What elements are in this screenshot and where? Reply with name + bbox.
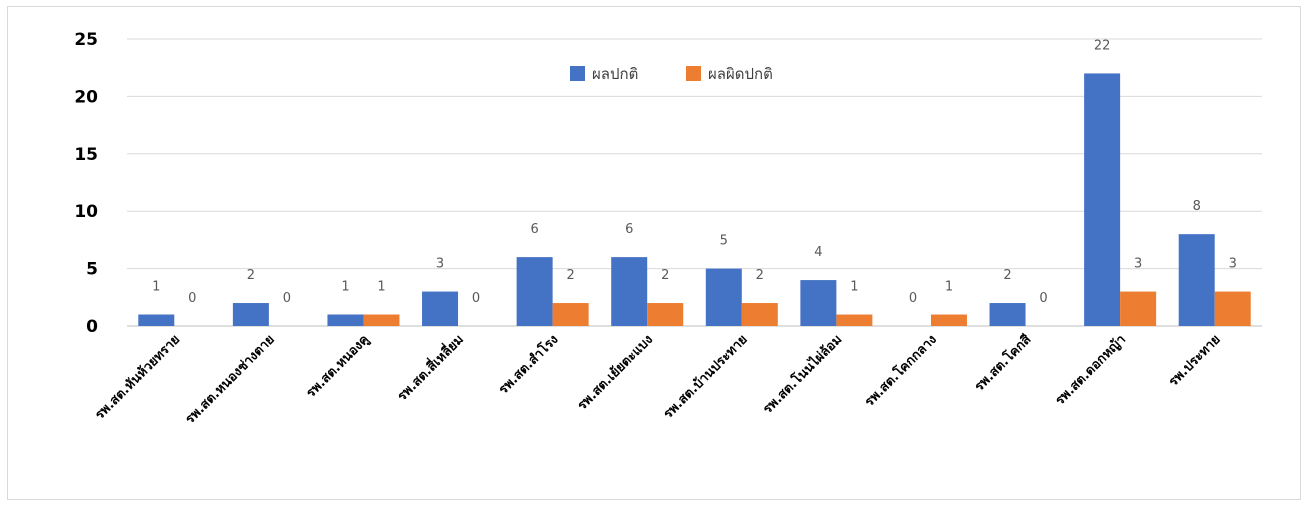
x-tick-label: รพ.สต.เย้ยตะแบง — [574, 332, 656, 414]
data-label: 4 — [814, 245, 822, 260]
y-tick-label: 0 — [86, 317, 98, 337]
data-label: 1 — [945, 280, 953, 295]
data-label: 1 — [152, 280, 160, 295]
data-label: 1 — [341, 280, 349, 295]
y-tick-label: 10 — [74, 202, 98, 222]
bar-abnormal — [1214, 291, 1251, 326]
data-label: 2 — [1003, 268, 1011, 283]
x-tick-label: รพ.สต.บ้านประทาย — [660, 332, 750, 422]
data-label: 3 — [436, 257, 444, 272]
bar-normal — [1084, 73, 1121, 326]
x-tick-label: รพ.สต.หนองช่างตาย — [183, 332, 278, 427]
x-tick-label: รพ.สต.โนนไผ่ล้อม — [759, 331, 845, 417]
data-label: 6 — [530, 222, 538, 237]
data-label: 22 — [1094, 38, 1111, 53]
x-axis-ticks: รพ.สต.หันห้วยทราย รพ.สต.หนองช่างตาย รพ.สต.… — [92, 330, 1224, 427]
bar-normal — [232, 303, 269, 326]
x-tick-label: รพ.สต.หนองคู — [304, 332, 373, 401]
bar-abnormal — [647, 303, 684, 326]
x-tick-label: รพ.สต.สำโรง — [495, 331, 562, 398]
data-label: 5 — [720, 234, 728, 249]
x-tick-label: รพ.สต.หันห้วยทราย — [92, 332, 183, 423]
data-label: 0 — [283, 291, 291, 306]
data-label: 0 — [188, 291, 196, 306]
data-label: 2 — [756, 268, 764, 283]
y-tick-label: 15 — [74, 145, 98, 165]
y-tick-label: 5 — [86, 260, 98, 280]
y-tick-label: 20 — [74, 87, 98, 107]
bar-normal — [327, 314, 364, 326]
x-tick-label: รพ.สต.สี่เหลี่ยม — [393, 330, 467, 404]
bar-normal — [800, 280, 837, 326]
legend-swatch — [570, 66, 585, 81]
data-labels: 1 0 2 0 1 1 3 0 6 2 6 2 5 2 4 1 0 1 2 0 22 3 8 3 — [152, 38, 1237, 306]
bar-normal — [1178, 234, 1215, 326]
gridlines — [127, 38, 1262, 327]
bar-normal — [516, 257, 553, 326]
bar-normal — [422, 291, 459, 326]
bar-abnormal — [363, 314, 400, 326]
bar-normal — [611, 257, 648, 326]
legend-label: ผลผิดปกติ — [708, 65, 773, 83]
legend-label: ผลปกติ — [592, 65, 638, 83]
legend: ผลปกติ ผลผิดปกติ — [570, 65, 773, 83]
data-label: 1 — [850, 280, 858, 295]
bars — [138, 73, 1251, 326]
data-label: 0 — [1039, 291, 1047, 306]
data-label: 6 — [625, 222, 633, 237]
x-tick-label: รพ.สต.ดอกหญ้า — [1052, 332, 1129, 409]
x-tick-label: รพ.สต.โคกกลาง — [861, 331, 940, 410]
data-label: 2 — [661, 268, 669, 283]
bar-abnormal — [1120, 291, 1157, 326]
data-label: 2 — [247, 268, 255, 283]
data-label: 0 — [472, 291, 480, 306]
legend-swatch — [686, 66, 701, 81]
data-label: 3 — [1229, 257, 1237, 272]
bar-abnormal — [741, 303, 778, 326]
data-label: 2 — [566, 268, 574, 283]
bar-abnormal — [836, 314, 873, 326]
bar-abnormal — [552, 303, 589, 326]
data-label: 1 — [377, 280, 385, 295]
bar-normal — [705, 268, 742, 326]
x-tick-label: รพ.ประทาย — [1166, 332, 1223, 389]
bar-normal — [989, 303, 1026, 326]
bar-normal — [138, 314, 175, 326]
data-label: 0 — [909, 291, 917, 306]
y-axis-ticks: 0 5 10 15 20 25 — [74, 30, 98, 337]
data-label: 3 — [1134, 257, 1142, 272]
bar-abnormal — [930, 314, 967, 326]
y-tick-label: 25 — [74, 30, 98, 50]
x-tick-label: รพ.สต.โคกสี — [971, 331, 1035, 395]
data-label: 8 — [1193, 199, 1201, 214]
